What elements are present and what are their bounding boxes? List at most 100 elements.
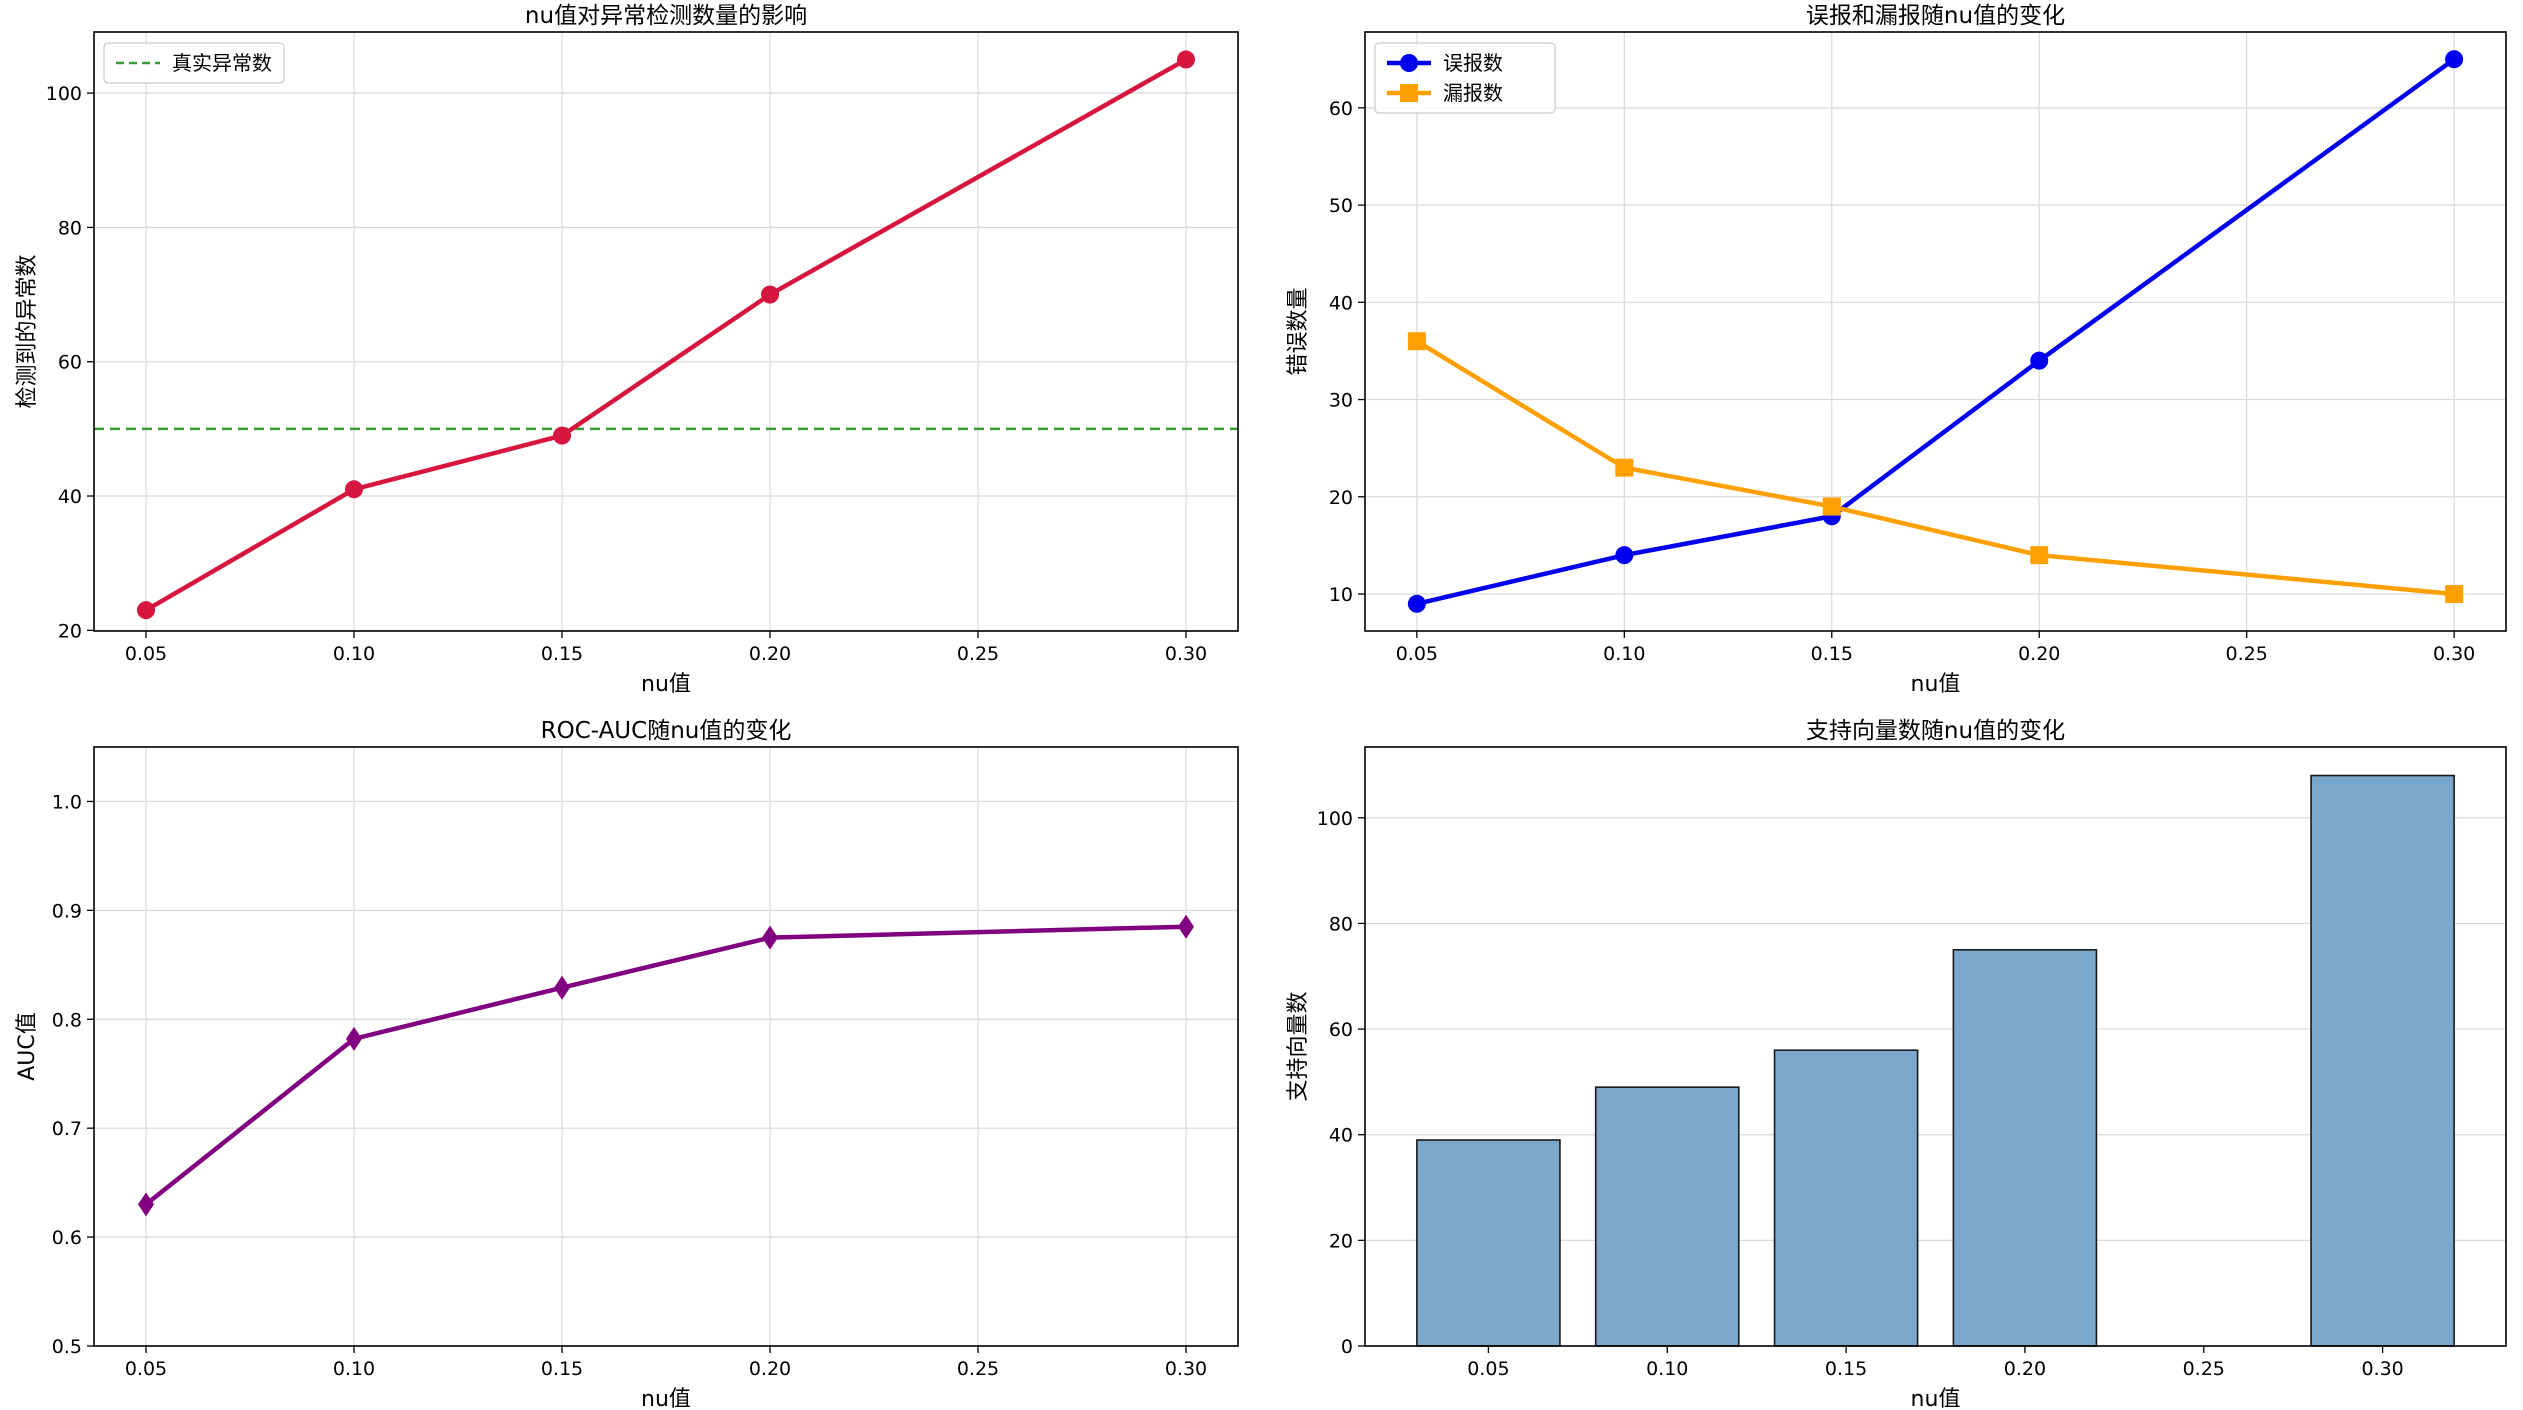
- chart-title: ROC-AUC随nu值的变化: [541, 718, 792, 744]
- y-tick-label: 20: [1329, 1230, 1353, 1252]
- y-tick-label: 0.6: [52, 1227, 82, 1249]
- y-tick-label: 60: [1329, 98, 1353, 120]
- y-tick-label: 60: [58, 352, 82, 374]
- plot-frame: [1364, 31, 2507, 632]
- data-point: [2030, 351, 2049, 370]
- y-axis-title: 支持向量数: [1286, 991, 1311, 1101]
- x-tick-label: 0.25: [957, 1358, 999, 1380]
- legend-label: 误报数: [1443, 51, 1503, 75]
- y-tick-label: 0.8: [52, 1009, 82, 1031]
- y-tick-label: 20: [58, 620, 82, 642]
- legend-label: 真实异常数: [172, 51, 272, 75]
- data-point: [138, 1192, 154, 1217]
- x-axis-title: nu值: [1911, 672, 1961, 697]
- series-line: [144, 924, 1187, 1207]
- y-tick-label: 0.7: [52, 1118, 82, 1140]
- x-tick-label: 0.05: [1467, 1358, 1509, 1380]
- bar: [2310, 774, 2455, 1347]
- chart-title: 误报和漏报随nu值的变化: [1806, 3, 2065, 29]
- y-tick-label: 20: [1329, 487, 1353, 509]
- y-tick-label: 40: [1329, 292, 1353, 314]
- data-point: [554, 975, 570, 1000]
- bar: [1416, 1139, 1561, 1347]
- y-axis-title: 错误数量: [1286, 287, 1311, 375]
- x-tick-label: 0.10: [1603, 643, 1645, 665]
- series-line: [144, 57, 1188, 613]
- y-axis-title: AUC值: [15, 1012, 40, 1081]
- x-tick-label: 0.25: [2183, 1358, 2225, 1380]
- legend-marker: [1400, 84, 1418, 102]
- x-tick-label: 0.15: [541, 1358, 583, 1380]
- x-tick-label: 0.15: [541, 643, 583, 665]
- bar: [1773, 1049, 1919, 1347]
- y-tick-label: 100: [46, 83, 82, 105]
- chart-panel-1: 0.05 0.10 0.15 0.20 0.25 0.30 20 40 60 80 100 nu值对异…: [15, 3, 1239, 697]
- data-point: [553, 426, 571, 445]
- legend-label: 漏报数: [1443, 81, 1503, 105]
- data-point: [346, 1026, 362, 1051]
- data-point: [1407, 594, 1426, 613]
- x-tick-label: 0.15: [1825, 1358, 1867, 1380]
- y-tick-label: 80: [58, 217, 82, 239]
- data-point: [1822, 497, 1841, 516]
- series-line: [1415, 339, 2455, 597]
- plot-frame: [93, 31, 1239, 632]
- y-tick-label: 10: [1329, 584, 1353, 606]
- data-point: [137, 601, 155, 620]
- x-axis-title: nu值: [1911, 1387, 1961, 1410]
- y-tick-label: 0.9: [52, 900, 82, 922]
- y-tick-label: 0: [1341, 1336, 1353, 1358]
- data-point: [762, 925, 778, 950]
- bar: [1952, 949, 2098, 1347]
- x-tick-label: 0.30: [2433, 643, 2475, 665]
- x-tick-label: 0.25: [2226, 643, 2268, 665]
- data-point: [1177, 50, 1195, 69]
- x-tick-label: 0.05: [1396, 643, 1438, 665]
- plot-frame: [1364, 746, 2507, 1347]
- data-point: [761, 285, 779, 304]
- y-tick-label: 50: [1329, 195, 1353, 217]
- chart-title: 支持向量数随nu值的变化: [1806, 718, 2065, 744]
- legend-marker: [1400, 54, 1418, 72]
- data-point: [1615, 546, 1634, 565]
- x-tick-label: 0.05: [125, 1358, 167, 1380]
- legend-box: [1374, 42, 1556, 114]
- x-tick-label: 0.20: [749, 643, 791, 665]
- series-line: [1416, 57, 2456, 606]
- x-tick-label: 0.25: [957, 643, 999, 665]
- chart-panel-4: 0.05 0.10 0.15 0.20 0.25 0.30 0 20 40 60 80 100 支持向量…: [1286, 718, 2507, 1410]
- y-tick-label: 80: [1329, 913, 1353, 935]
- legend: 真实异常数: [103, 42, 285, 84]
- y-axis-title: 检测到的异常数: [15, 254, 40, 408]
- x-tick-label: 0.30: [1165, 1358, 1207, 1380]
- y-tick-label: 30: [1329, 390, 1353, 412]
- legend-box: [103, 42, 285, 84]
- x-tick-label: 0.10: [333, 643, 375, 665]
- x-tick-label: 0.10: [1646, 1358, 1688, 1380]
- y-tick-label: 40: [1329, 1125, 1353, 1147]
- y-tick-label: 40: [58, 486, 82, 508]
- data-point: [1407, 332, 1426, 351]
- data-point: [1178, 914, 1194, 939]
- data-point: [2445, 50, 2464, 69]
- y-tick-label: 0.5: [52, 1336, 82, 1358]
- x-tick-label: 0.30: [2361, 1358, 2403, 1380]
- chart-panel-2: 0.05 0.10 0.15 0.20 0.25 0.30 10 20 30 40 50 60 误报和漏…: [1286, 3, 2507, 697]
- chart-title: nu值对异常检测数量的影响: [525, 3, 807, 29]
- x-tick-label: 0.05: [125, 643, 167, 665]
- x-tick-label: 0.30: [1165, 643, 1207, 665]
- bar: [1594, 1086, 1740, 1347]
- plot-frame: [93, 746, 1239, 1347]
- y-tick-label: 100: [1317, 808, 1353, 830]
- data-point: [1615, 458, 1634, 477]
- x-tick-label: 0.15: [1811, 643, 1853, 665]
- x-axis-title: nu值: [641, 1387, 691, 1410]
- x-tick-label: 0.20: [2018, 643, 2060, 665]
- x-axis-title: nu值: [641, 672, 691, 697]
- chart-panel-3: 0.05 0.10 0.15 0.20 0.25 0.30 0.5 0.6 0.7 0.8 0.9 1…: [15, 718, 1239, 1410]
- x-tick-label: 0.20: [749, 1358, 791, 1380]
- x-tick-label: 0.10: [333, 1358, 375, 1380]
- y-tick-label: 60: [1329, 1019, 1353, 1041]
